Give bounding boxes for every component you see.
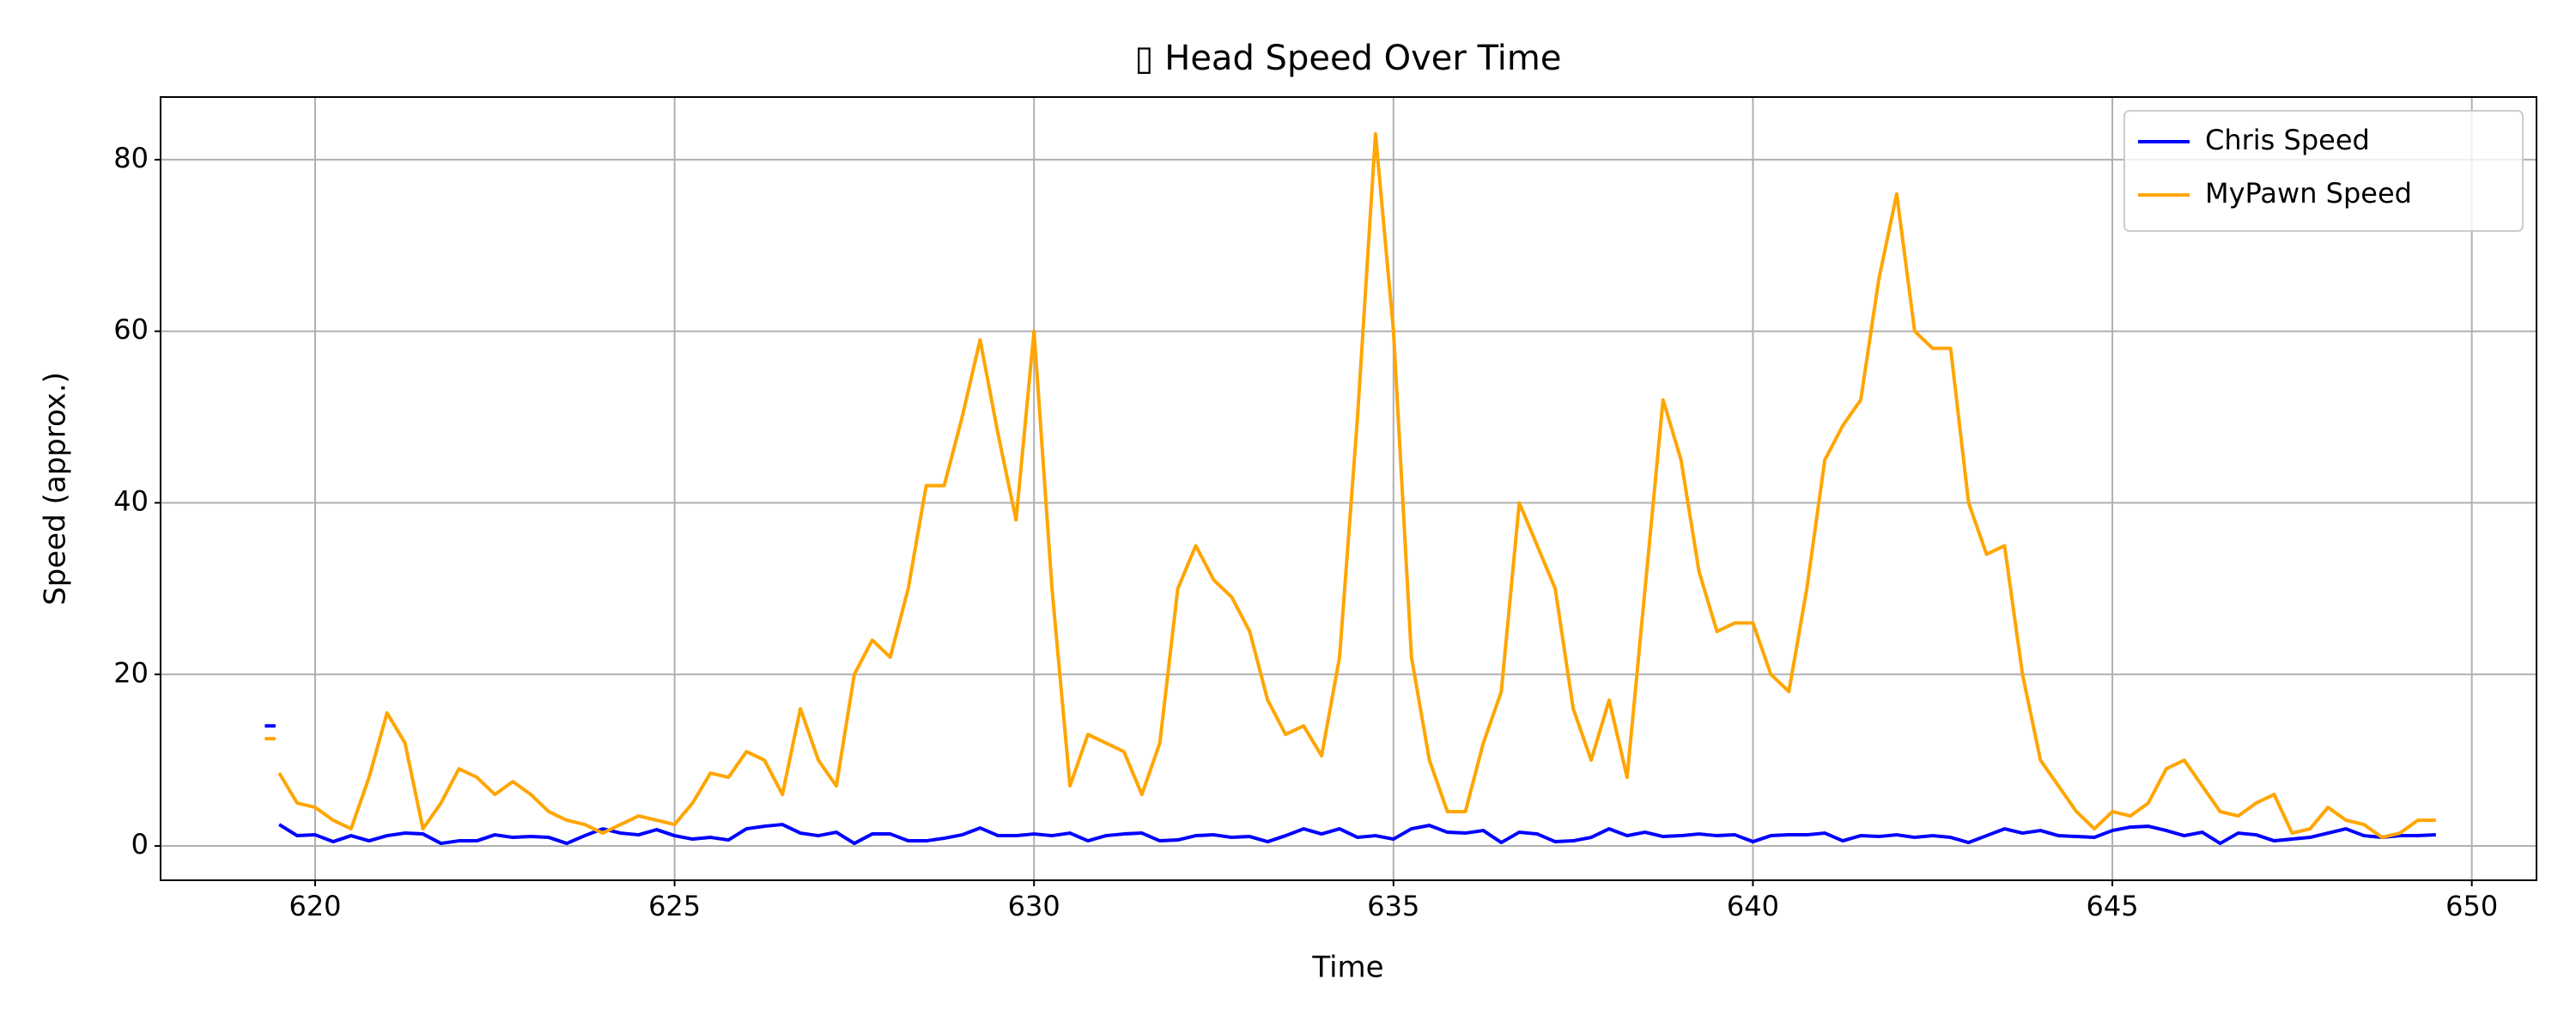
x-axis-label: Time bbox=[1311, 951, 1383, 985]
x-tick-label: 620 bbox=[289, 890, 341, 922]
x-tick-label: 635 bbox=[1367, 890, 1419, 922]
x-tick-label: 650 bbox=[2445, 890, 2498, 922]
x-tick-label: 640 bbox=[1727, 890, 1779, 922]
legend-box bbox=[2123, 110, 2524, 232]
x-tick-label: 645 bbox=[2087, 890, 2139, 922]
chart-title: ▯ Head Speed Over Time bbox=[1135, 39, 1562, 78]
x-tick-label: 630 bbox=[1008, 890, 1060, 922]
y-tick-label: 80 bbox=[113, 142, 149, 174]
y-axis-label: Speed (approx.) bbox=[39, 372, 73, 605]
x-tick-label: 625 bbox=[648, 890, 701, 922]
y-tick-label: 20 bbox=[113, 656, 149, 689]
y-tick-label: 0 bbox=[131, 828, 149, 861]
legend-label: MyPawn Speed bbox=[2205, 177, 2412, 210]
legend-label: Chris Speed bbox=[2205, 124, 2370, 156]
series-line bbox=[264, 131, 2436, 840]
plot-frame bbox=[160, 96, 2537, 881]
y-tick-label: 60 bbox=[113, 313, 149, 346]
y-tick-label: 40 bbox=[113, 484, 149, 517]
series-line bbox=[264, 724, 2436, 846]
